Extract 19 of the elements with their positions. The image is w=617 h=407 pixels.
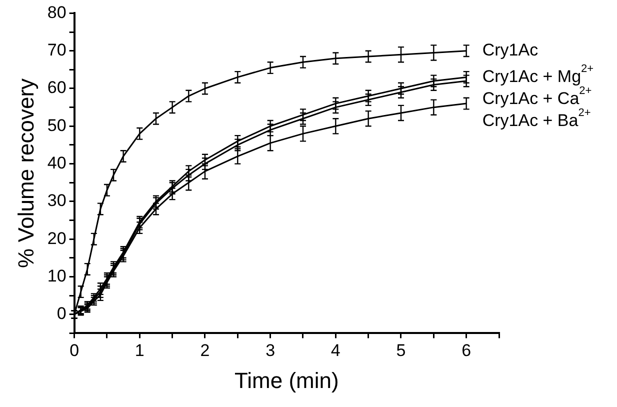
x-tick-label: 0 [70, 341, 80, 360]
x-axis-title: Time (min) [234, 368, 339, 393]
y-tick-label: 70 [47, 40, 66, 60]
y-tick-label: 0 [56, 304, 66, 324]
y-tick-label: 80 [47, 2, 66, 22]
x-tick-label: 5 [396, 341, 406, 360]
y-tick-label: 60 [47, 78, 66, 98]
y-tick-label: 40 [47, 153, 66, 172]
y-tick-label: 20 [47, 228, 66, 248]
x-tick-label: 2 [200, 341, 210, 360]
y-tick-label: 30 [47, 191, 66, 210]
series-label: Cry1Ac [482, 40, 539, 60]
y-tick-label: 10 [47, 266, 66, 286]
x-tick-label: 6 [462, 341, 472, 360]
x-tick-label: 3 [266, 341, 276, 360]
y-tick-label: 50 [47, 116, 66, 135]
x-tick-label: 1 [134, 341, 144, 360]
x-tick-label: 4 [330, 341, 340, 360]
y-axis-title: % Volume recovery [13, 78, 38, 268]
